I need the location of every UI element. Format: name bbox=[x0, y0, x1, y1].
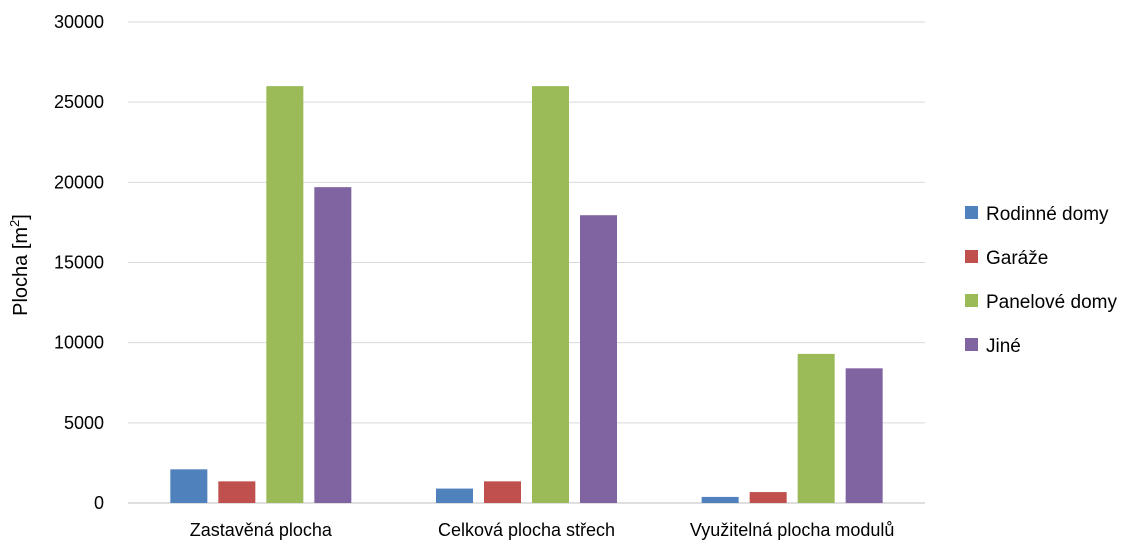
y-tick-label: 20000 bbox=[54, 172, 104, 192]
bar bbox=[314, 187, 351, 503]
legend-swatch bbox=[965, 250, 978, 263]
bar bbox=[702, 497, 739, 503]
bar bbox=[266, 86, 303, 503]
x-axis-ticks: Zastavěná plocha Celková plocha střech Vyu… bbox=[190, 520, 895, 540]
legend-swatch bbox=[965, 294, 978, 307]
legend-label: Jiné bbox=[986, 336, 1021, 357]
y-axis-ticks: 0 5000 10000 15000 20000 25000 30000 bbox=[54, 12, 104, 513]
bars bbox=[170, 86, 882, 503]
legend: Rodinné domy Garáže Panelové domy Jiné bbox=[965, 204, 1117, 357]
legend-label: Garáže bbox=[986, 248, 1048, 269]
bar bbox=[170, 469, 207, 503]
x-tick-label: Zastavěná plocha bbox=[190, 520, 333, 540]
bar bbox=[846, 368, 883, 503]
bar bbox=[750, 492, 787, 503]
bar bbox=[218, 481, 255, 503]
y-tick-label: 5000 bbox=[64, 413, 104, 433]
legend-label: Rodinné domy bbox=[986, 204, 1109, 225]
bar bbox=[798, 354, 835, 503]
bar bbox=[484, 481, 521, 503]
y-axis-title: Plocha [m2] bbox=[7, 214, 32, 316]
y-tick-label: 25000 bbox=[54, 92, 104, 112]
bar bbox=[580, 215, 617, 503]
x-tick-label: Celková plocha střech bbox=[438, 520, 615, 540]
y-tick-label: 0 bbox=[94, 493, 104, 513]
y-tick-label: 30000 bbox=[54, 12, 104, 32]
legend-swatch bbox=[965, 338, 978, 351]
bar bbox=[532, 86, 569, 503]
x-tick-label: Využitelná plocha modulů bbox=[690, 520, 894, 540]
bar bbox=[436, 489, 473, 503]
legend-swatch bbox=[965, 206, 978, 219]
y-tick-label: 10000 bbox=[54, 333, 104, 353]
legend-label: Panelové domy bbox=[986, 292, 1117, 313]
y-tick-label: 15000 bbox=[54, 253, 104, 273]
